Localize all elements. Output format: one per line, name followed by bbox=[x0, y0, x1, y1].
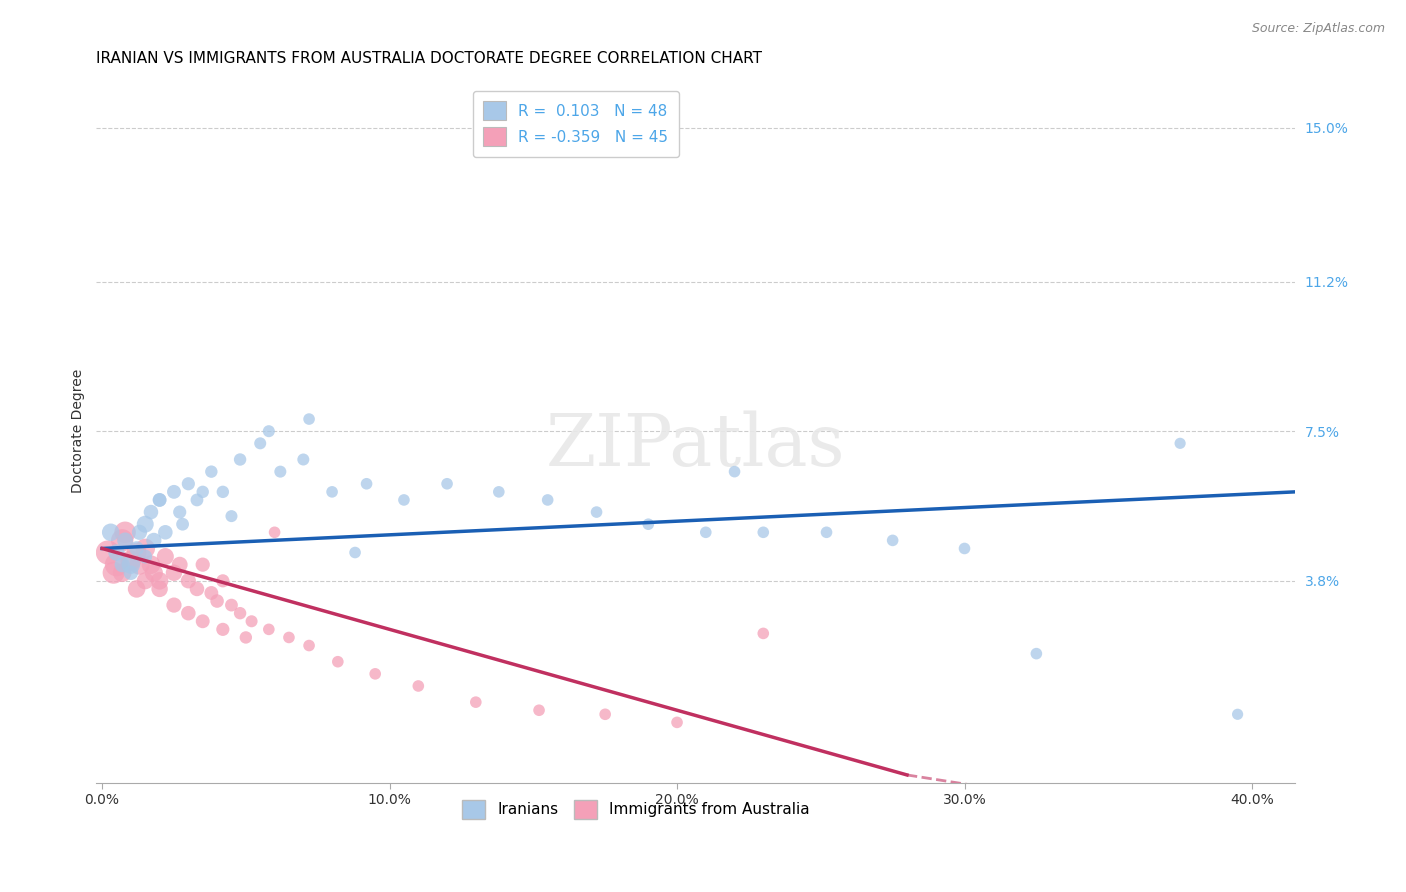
Point bbox=[464, 695, 486, 709]
Point bbox=[177, 606, 200, 620]
Point bbox=[326, 655, 349, 669]
Point bbox=[120, 553, 142, 567]
Point bbox=[815, 525, 838, 540]
Y-axis label: Doctorate Degree: Doctorate Degree bbox=[72, 369, 86, 493]
Point bbox=[149, 574, 172, 588]
Point bbox=[436, 476, 458, 491]
Point bbox=[1025, 647, 1047, 661]
Point bbox=[139, 558, 162, 572]
Point bbox=[111, 533, 134, 548]
Point bbox=[169, 558, 191, 572]
Point bbox=[125, 541, 148, 556]
Point bbox=[172, 517, 194, 532]
Point bbox=[186, 492, 208, 507]
Point bbox=[169, 505, 191, 519]
Point bbox=[953, 541, 976, 556]
Text: IRANIAN VS IMMIGRANTS FROM AUSTRALIA DOCTORATE DEGREE CORRELATION CHART: IRANIAN VS IMMIGRANTS FROM AUSTRALIA DOC… bbox=[97, 51, 762, 66]
Point bbox=[229, 452, 252, 467]
Point bbox=[249, 436, 271, 450]
Point bbox=[278, 631, 301, 645]
Point bbox=[1168, 436, 1191, 450]
Point bbox=[125, 545, 148, 559]
Point bbox=[723, 465, 745, 479]
Point bbox=[585, 505, 607, 519]
Point bbox=[191, 484, 214, 499]
Point bbox=[163, 484, 186, 499]
Point bbox=[191, 614, 214, 628]
Point bbox=[666, 715, 689, 730]
Point bbox=[257, 424, 280, 438]
Legend: Iranians, Immigrants from Australia: Iranians, Immigrants from Australia bbox=[456, 794, 815, 825]
Point bbox=[134, 517, 156, 532]
Point bbox=[105, 558, 128, 572]
Point bbox=[263, 525, 285, 540]
Point bbox=[240, 614, 263, 628]
Point bbox=[364, 666, 387, 681]
Point bbox=[221, 509, 243, 524]
Point bbox=[200, 586, 222, 600]
Point bbox=[292, 452, 315, 467]
Point bbox=[139, 505, 162, 519]
Point bbox=[155, 525, 177, 540]
Point bbox=[191, 558, 214, 572]
Point bbox=[128, 558, 150, 572]
Point bbox=[111, 558, 134, 572]
Point bbox=[488, 484, 510, 499]
Point bbox=[537, 492, 560, 507]
Point bbox=[211, 484, 233, 499]
Point bbox=[211, 574, 233, 588]
Text: Source: ZipAtlas.com: Source: ZipAtlas.com bbox=[1251, 22, 1385, 36]
Point bbox=[125, 582, 148, 596]
Text: ZIPatlas: ZIPatlas bbox=[546, 410, 845, 481]
Point bbox=[593, 707, 616, 722]
Point bbox=[177, 574, 200, 588]
Point bbox=[298, 639, 321, 653]
Point bbox=[186, 582, 208, 596]
Point bbox=[392, 492, 415, 507]
Point bbox=[163, 566, 186, 580]
Point bbox=[211, 623, 233, 637]
Point bbox=[408, 679, 430, 693]
Point bbox=[163, 598, 186, 612]
Point bbox=[637, 517, 659, 532]
Point bbox=[257, 623, 280, 637]
Point bbox=[97, 545, 120, 559]
Point bbox=[100, 525, 122, 540]
Point bbox=[134, 541, 156, 556]
Point bbox=[527, 703, 550, 717]
Point bbox=[149, 492, 172, 507]
Point bbox=[752, 626, 775, 640]
Point bbox=[120, 558, 142, 572]
Point bbox=[103, 566, 125, 580]
Point bbox=[321, 484, 343, 499]
Point bbox=[142, 533, 165, 548]
Point bbox=[149, 492, 172, 507]
Point bbox=[344, 545, 367, 559]
Point bbox=[111, 566, 134, 580]
Point bbox=[235, 631, 257, 645]
Point bbox=[155, 549, 177, 564]
Point bbox=[205, 594, 228, 608]
Point bbox=[177, 476, 200, 491]
Point bbox=[114, 525, 136, 540]
Point bbox=[149, 582, 172, 596]
Point bbox=[134, 549, 156, 564]
Point bbox=[229, 606, 252, 620]
Point bbox=[695, 525, 717, 540]
Point bbox=[105, 545, 128, 559]
Point bbox=[882, 533, 904, 548]
Point bbox=[142, 566, 165, 580]
Point bbox=[1226, 707, 1249, 722]
Point bbox=[298, 412, 321, 426]
Point bbox=[120, 566, 142, 580]
Point bbox=[134, 574, 156, 588]
Point bbox=[200, 465, 222, 479]
Point bbox=[128, 525, 150, 540]
Point bbox=[114, 533, 136, 548]
Point bbox=[221, 598, 243, 612]
Point bbox=[269, 465, 291, 479]
Point bbox=[752, 525, 775, 540]
Point bbox=[356, 476, 378, 491]
